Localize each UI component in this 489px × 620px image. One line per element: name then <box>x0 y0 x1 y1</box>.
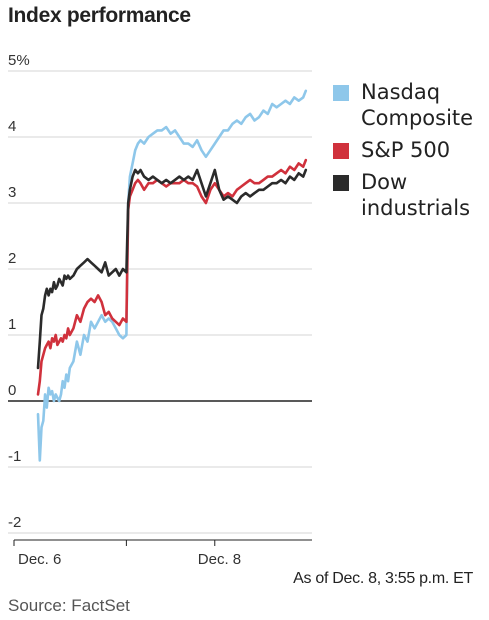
legend-item-0: Nasdaq Composite <box>333 79 483 131</box>
y-tick-label: -1 <box>8 448 21 465</box>
legend-item-2: Dow industrials <box>333 169 483 221</box>
x-tick-label: Dec. 6 <box>18 551 61 568</box>
as-of-note: As of Dec. 8, 3:55 p.m. ET <box>293 570 473 587</box>
chart-title: Index performance <box>8 4 191 27</box>
legend-label: Dow industrials <box>361 170 471 220</box>
y-tick-label: 4 <box>8 118 16 135</box>
y-tick-label: 2 <box>8 250 16 267</box>
legend-item-1: S&P 500 <box>333 137 483 163</box>
legend-swatch <box>333 85 349 101</box>
x-tick-label: Dec. 8 <box>198 551 241 568</box>
legend-label: S&P 500 <box>361 138 451 162</box>
y-tick-label: -2 <box>8 514 21 531</box>
y-axis-labels: -2 -1 0 1 2 3 4 5% <box>8 52 30 531</box>
series-line-1 <box>36 158 308 396</box>
series-line-2 <box>36 168 308 370</box>
legend-label: Nasdaq Composite <box>361 80 474 130</box>
legend-swatch <box>333 143 349 159</box>
y-tick-label: 3 <box>8 184 16 201</box>
series-lines <box>36 89 308 462</box>
y-tick-label: 1 <box>8 316 16 333</box>
gridlines <box>8 70 312 534</box>
legend: Nasdaq Composite S&P 500 Dow industrials <box>333 79 483 227</box>
x-axis: Dec. 6 Dec. 8 <box>13 539 312 568</box>
y-tick-label: 0 <box>8 382 16 399</box>
y-tick-label: 5% <box>8 52 30 69</box>
source-note: Source: FactSet <box>8 596 130 615</box>
legend-swatch <box>333 175 349 191</box>
series-line-0 <box>36 89 308 462</box>
